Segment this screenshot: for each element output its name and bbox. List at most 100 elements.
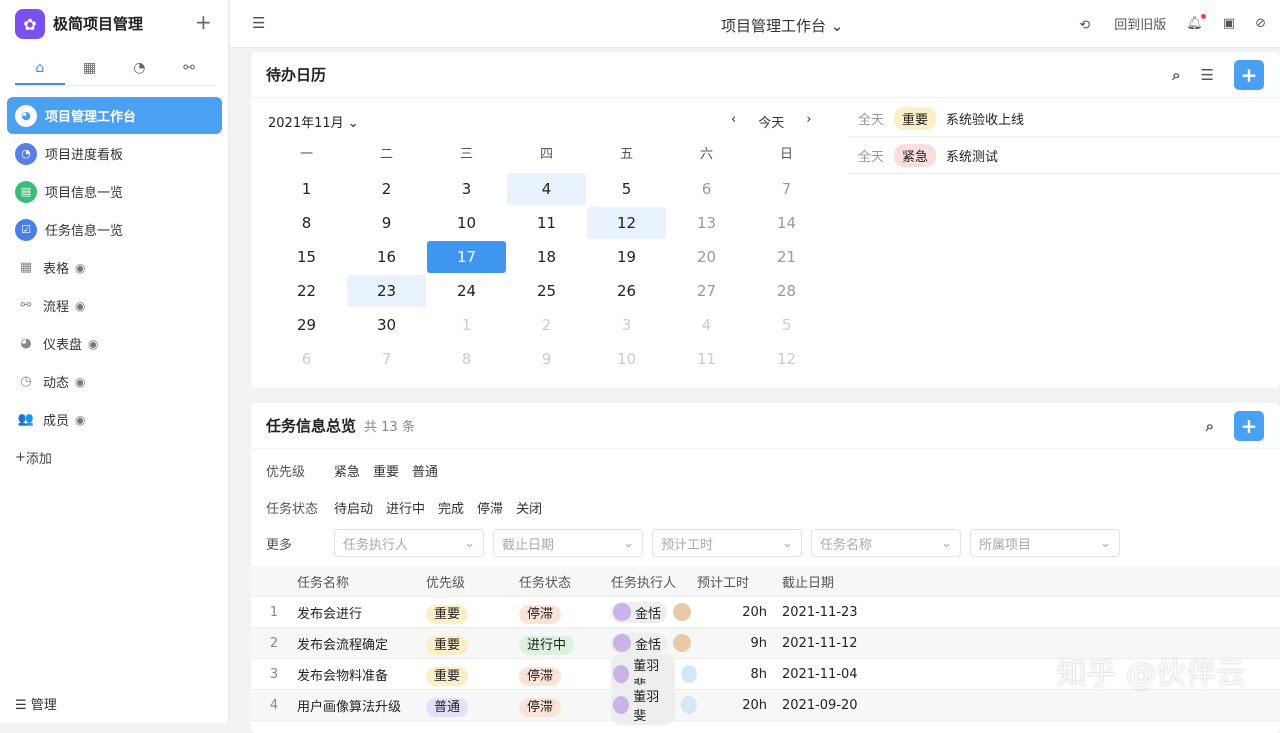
column-header[interactable]: 预计工时 bbox=[697, 575, 750, 591]
calendar-day[interactable]: 11 bbox=[536, 214, 557, 232]
calendar-day[interactable]: 4 bbox=[701, 316, 712, 334]
calendar-day[interactable]: 19 bbox=[616, 248, 637, 266]
table-row[interactable]: 2 发布会流程确定 重要 进行中 金恬 9h 2021-11-12 bbox=[251, 628, 1280, 659]
eye-icon[interactable]: ◉ bbox=[75, 412, 86, 427]
bell-icon[interactable]: 🔔︎ bbox=[1186, 14, 1206, 31]
calendar-day[interactable]: 3 bbox=[621, 316, 632, 334]
calendar-day[interactable]: 28 bbox=[776, 282, 797, 300]
briefcase-icon[interactable]: ▣ bbox=[1222, 16, 1236, 31]
calendar-day[interactable]: 7 bbox=[781, 180, 792, 198]
filter-dropdown[interactable]: 预计工时 ⌄ bbox=[652, 529, 802, 557]
calendar-day[interactable]: 11 bbox=[696, 350, 717, 368]
add-button[interactable]: + 添加 bbox=[7, 439, 222, 475]
task-name[interactable]: 发布会物料准备 bbox=[297, 668, 389, 684]
calendar-day[interactable]: 6 bbox=[701, 180, 712, 198]
calendar-day[interactable]: 9 bbox=[381, 214, 392, 232]
filter-option[interactable]: 待启动 bbox=[334, 502, 374, 517]
calendar-day[interactable]: 1 bbox=[301, 180, 312, 198]
next-month-button[interactable]: › bbox=[806, 112, 812, 127]
calendar-day[interactable]: 25 bbox=[536, 282, 557, 300]
sidebar-tab[interactable]: ⌂ bbox=[15, 56, 65, 85]
calendar-day[interactable]: 17 bbox=[427, 241, 506, 273]
calendar-day[interactable]: 22 bbox=[296, 282, 317, 300]
sidebar-item[interactable]: ◕ 项目管理工作台 bbox=[7, 97, 222, 134]
page-title[interactable]: 项目管理工作台 ⌄ bbox=[721, 17, 844, 35]
task-name[interactable]: 发布会进行 bbox=[297, 606, 363, 622]
filter-option[interactable]: 普通 bbox=[412, 465, 439, 480]
calendar-day[interactable]: 5 bbox=[781, 316, 792, 334]
add-event-button[interactable]: + bbox=[1234, 60, 1264, 90]
sidebar-item[interactable]: 👥 成员 ◉ bbox=[7, 401, 222, 438]
filter-option[interactable]: 重要 bbox=[373, 465, 400, 480]
add-icon[interactable]: + bbox=[195, 10, 212, 34]
calendar-day[interactable]: 20 bbox=[696, 248, 717, 266]
search-icon[interactable]: ⌕ bbox=[1205, 417, 1214, 435]
calendar-day[interactable]: 12 bbox=[776, 350, 797, 368]
filter-dropdown[interactable]: 任务名称 ⌄ bbox=[811, 529, 961, 557]
eye-icon[interactable]: ◉ bbox=[75, 298, 86, 313]
today-button[interactable]: 今天 bbox=[758, 116, 785, 131]
calendar-day[interactable]: 4 bbox=[507, 173, 586, 205]
manage-button[interactable]: ☰ 管理 bbox=[15, 698, 57, 713]
calendar-day[interactable]: 2 bbox=[381, 180, 392, 198]
calendar-day[interactable]: 26 bbox=[616, 282, 637, 300]
eye-icon[interactable]: ◉ bbox=[75, 374, 86, 389]
compass-icon[interactable]: ⊘ bbox=[1255, 16, 1266, 31]
event-item[interactable]: 全天 重要 系统验收上线 bbox=[848, 100, 1280, 137]
event-item[interactable]: 全天 紧急 系统测试 bbox=[848, 137, 1280, 174]
calendar-day[interactable]: 2 bbox=[541, 316, 552, 334]
sidebar-item[interactable]: ☑ 任务信息一览 bbox=[7, 211, 222, 248]
calendar-day[interactable]: 10 bbox=[456, 214, 477, 232]
column-header[interactable]: 优先级 bbox=[426, 575, 466, 591]
sidebar-item[interactable]: ▦ 表格 ◉ bbox=[7, 249, 222, 286]
table-row[interactable]: 4 用户画像算法升级 普通 停滞 董羽斐 20h 2021-09-20 bbox=[251, 685, 1280, 725]
calendar-day[interactable]: 27 bbox=[696, 282, 717, 300]
prev-month-button[interactable]: ‹ bbox=[731, 112, 737, 127]
calendar-day[interactable]: 12 bbox=[587, 207, 666, 239]
sidebar-item[interactable]: ⚯ 流程 ◉ bbox=[7, 287, 222, 324]
filter-dropdown[interactable]: 截止日期 ⌄ bbox=[493, 529, 643, 557]
filter-option[interactable]: 完成 bbox=[438, 502, 465, 517]
sidebar-tab[interactable]: ⚯ bbox=[183, 60, 195, 76]
calendar-day[interactable]: 23 bbox=[347, 275, 426, 307]
task-name[interactable]: 用户画像算法升级 bbox=[297, 699, 402, 715]
filter-option[interactable]: 进行中 bbox=[386, 502, 426, 517]
column-header[interactable]: 任务名称 bbox=[297, 575, 350, 591]
sidebar-item[interactable]: ◔ 项目进度看板 bbox=[7, 135, 222, 172]
sidebar-tab[interactable]: ◔ bbox=[133, 60, 146, 76]
calendar-day[interactable]: 8 bbox=[301, 214, 312, 232]
calendar-day[interactable]: 6 bbox=[301, 350, 312, 368]
calendar-day[interactable]: 30 bbox=[376, 316, 397, 334]
calendar-day[interactable]: 24 bbox=[456, 282, 477, 300]
column-header[interactable]: 任务状态 bbox=[519, 575, 572, 591]
calendar-day[interactable]: 8 bbox=[461, 350, 472, 368]
add-task-button[interactable]: + bbox=[1234, 411, 1264, 441]
month-select[interactable]: 2021年11月 ⌄ bbox=[268, 116, 359, 131]
column-header[interactable]: 任务执行人 bbox=[611, 575, 677, 591]
calendar-day[interactable]: 13 bbox=[696, 214, 717, 232]
menu-icon[interactable]: ☰ bbox=[252, 14, 266, 32]
sidebar-item[interactable]: ◷ 动态 ◉ bbox=[7, 363, 222, 400]
calendar-day[interactable]: 9 bbox=[541, 350, 552, 368]
eye-icon[interactable]: ◉ bbox=[75, 260, 86, 275]
calendar-day[interactable]: 29 bbox=[296, 316, 317, 334]
calendar-day[interactable]: 16 bbox=[376, 248, 397, 266]
filter-dropdown[interactable]: 所属项目 ⌄ bbox=[970, 529, 1120, 557]
filter-icon[interactable]: ☰ bbox=[1200, 66, 1214, 84]
calendar-day[interactable]: 18 bbox=[536, 248, 557, 266]
sidebar-item[interactable]: ▤ 项目信息一览 bbox=[7, 173, 222, 210]
sidebar-tab[interactable]: ▦ bbox=[83, 60, 97, 76]
column-header[interactable]: 截止日期 bbox=[782, 575, 835, 591]
calendar-day[interactable]: 3 bbox=[461, 180, 472, 198]
calendar-day[interactable]: 1 bbox=[461, 316, 472, 334]
eye-icon[interactable]: ◉ bbox=[88, 336, 99, 351]
calendar-day[interactable]: 14 bbox=[776, 214, 797, 232]
sidebar-item[interactable]: ◕ 仪表盘 ◉ bbox=[7, 325, 222, 362]
calendar-day[interactable]: 10 bbox=[616, 350, 637, 368]
filter-option[interactable]: 紧急 bbox=[334, 465, 361, 480]
task-name[interactable]: 发布会流程确定 bbox=[297, 637, 389, 653]
filter-option[interactable]: 关闭 bbox=[516, 502, 543, 517]
filter-dropdown[interactable]: 任务执行人 ⌄ bbox=[334, 529, 484, 557]
calendar-day[interactable]: 21 bbox=[776, 248, 797, 266]
calendar-day[interactable]: 7 bbox=[381, 350, 392, 368]
